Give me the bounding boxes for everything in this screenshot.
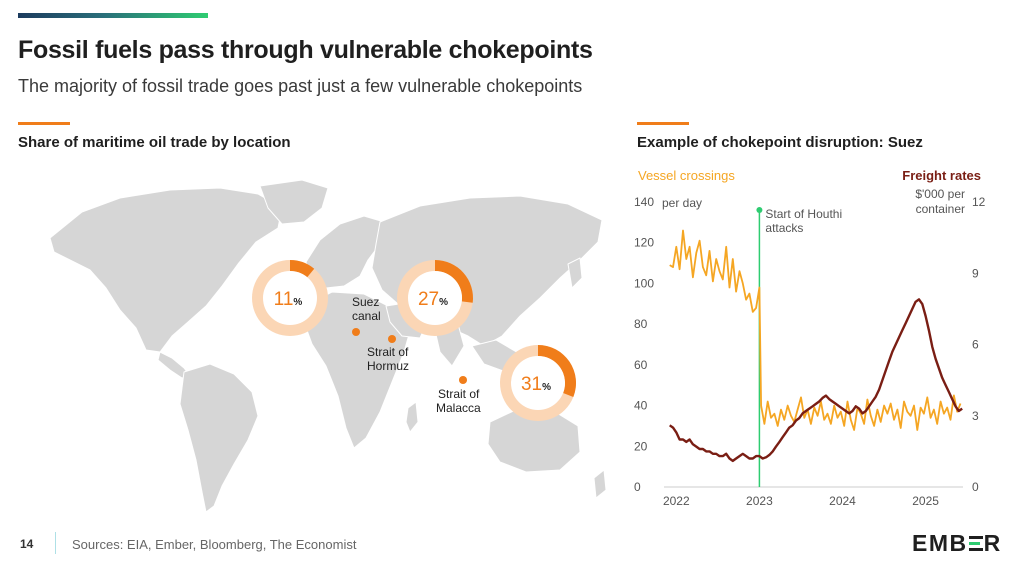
donut-3: 31% xyxy=(500,345,576,421)
malacca-marker xyxy=(459,376,467,384)
world-map-svg: 11% 27% 31% Suez canal Strait of Hormuz St… xyxy=(49,179,607,513)
right-tick-label: 12 xyxy=(972,195,986,209)
map-north-america xyxy=(49,187,283,353)
suez-label-line1: Suez xyxy=(352,295,379,309)
left-axis-unit: per day xyxy=(662,196,702,210)
donut-1: 11% xyxy=(252,260,328,336)
suez-label-line2: canal xyxy=(352,309,381,323)
map-africa xyxy=(303,291,413,449)
right-axis-unit-line2: container xyxy=(916,202,965,216)
map-south-america xyxy=(179,363,259,513)
left-axis-title: Vessel crossings xyxy=(638,168,735,183)
donut-2: 27% xyxy=(397,260,473,336)
freight-rates-line xyxy=(669,298,963,463)
left-tick-label: 20 xyxy=(634,439,648,453)
chart-section-heading: Example of chokepoint disruption: Suez xyxy=(637,134,923,151)
right-tick-label: 9 xyxy=(972,266,979,280)
page-number: 14 xyxy=(20,537,34,551)
annotation-text: Start of Houthi xyxy=(765,207,842,221)
annotation-text: attacks xyxy=(765,221,803,235)
x-tick-label: 2025 xyxy=(912,494,939,508)
left-section-accent xyxy=(18,122,70,125)
hormuz-label-line1: Strait of xyxy=(367,345,409,359)
donut-hole xyxy=(263,271,317,325)
logo-text-part1: EMB xyxy=(912,530,968,556)
right-tick-label: 0 xyxy=(972,480,979,494)
right-section-accent xyxy=(637,122,689,125)
logo-e-mark xyxy=(968,535,983,551)
left-tick-label: 0 xyxy=(634,480,641,494)
annotation-dot xyxy=(756,207,763,213)
suez-disruption-chart: Vessel crossings Freight rates per day $… xyxy=(630,160,1024,520)
donut-hole xyxy=(511,356,565,410)
x-tick-label: 2024 xyxy=(829,494,856,508)
right-axis-title: Freight rates xyxy=(902,168,981,183)
top-accent-bar xyxy=(18,13,208,18)
hormuz-marker xyxy=(388,335,396,343)
malacca-label-line1: Strait of xyxy=(438,387,480,401)
left-tick-label: 60 xyxy=(634,358,648,372)
right-tick-label: 3 xyxy=(972,409,979,423)
left-tick-label: 40 xyxy=(634,399,648,413)
donut-hole xyxy=(408,271,462,325)
x-tick-label: 2022 xyxy=(663,494,690,508)
donut-unit: % xyxy=(293,297,302,308)
logo-text-part2: R xyxy=(983,530,1002,556)
right-tick-label: 6 xyxy=(972,338,979,352)
page-subtitle: The majority of fossil trade goes past j… xyxy=(18,76,583,96)
map-section-heading: Share of maritime oil trade by location xyxy=(18,134,291,151)
left-tick-label: 100 xyxy=(634,276,654,290)
map-japan xyxy=(567,257,583,289)
donut-share-arc xyxy=(290,260,315,278)
map-new-zealand xyxy=(593,469,607,499)
malacca-label-line2: Malacca xyxy=(436,401,481,415)
map-greenland xyxy=(259,179,329,225)
donut-share-arc xyxy=(538,345,576,397)
right-axis-unit-line1: $'000 per xyxy=(915,187,965,201)
hormuz-label-line2: Hormuz xyxy=(367,359,409,373)
page-title: Fossil fuels pass through vulnerable cho… xyxy=(18,36,593,64)
left-tick-label: 80 xyxy=(634,317,648,331)
vessel-crossings-line xyxy=(669,229,962,431)
map-madagascar xyxy=(405,401,419,433)
world-map-panel: 11% 27% 31% Suez canal Strait of Hormuz St… xyxy=(20,160,620,520)
donut-group: 11% 27% 31% xyxy=(252,260,576,421)
x-tick-label: 2023 xyxy=(746,494,773,508)
donut-unit: % xyxy=(439,297,448,308)
ember-logo: EMB R xyxy=(912,530,1002,557)
left-tick-label: 120 xyxy=(634,236,654,250)
left-tick-label: 140 xyxy=(634,195,654,209)
footer-divider xyxy=(55,532,56,554)
suez-marker xyxy=(352,328,360,336)
donut-share-arc xyxy=(434,260,473,303)
line-chart-svg: Vessel crossings Freight rates per day $… xyxy=(634,168,986,508)
donut-unit: % xyxy=(542,382,551,393)
sources-note: Sources: EIA, Ember, Bloomberg, The Econ… xyxy=(72,537,357,552)
